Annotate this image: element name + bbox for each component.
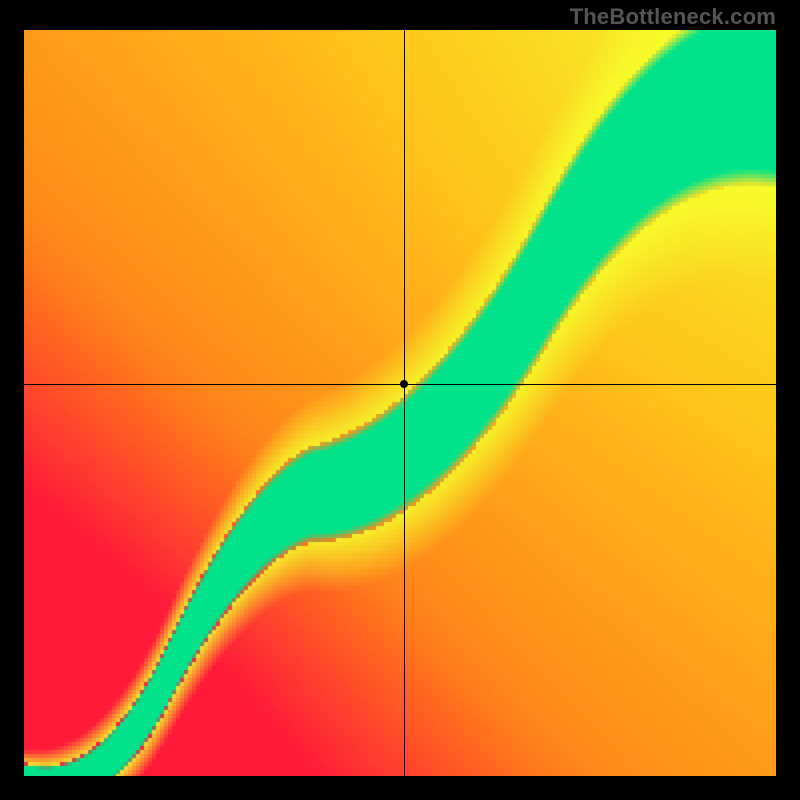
heatmap-canvas bbox=[24, 30, 776, 776]
crosshair-point bbox=[400, 380, 408, 388]
watermark-text: TheBottleneck.com bbox=[570, 4, 776, 30]
outer-frame: TheBottleneck.com bbox=[0, 0, 800, 800]
crosshair-vertical bbox=[404, 30, 405, 776]
heatmap-plot bbox=[24, 30, 776, 776]
